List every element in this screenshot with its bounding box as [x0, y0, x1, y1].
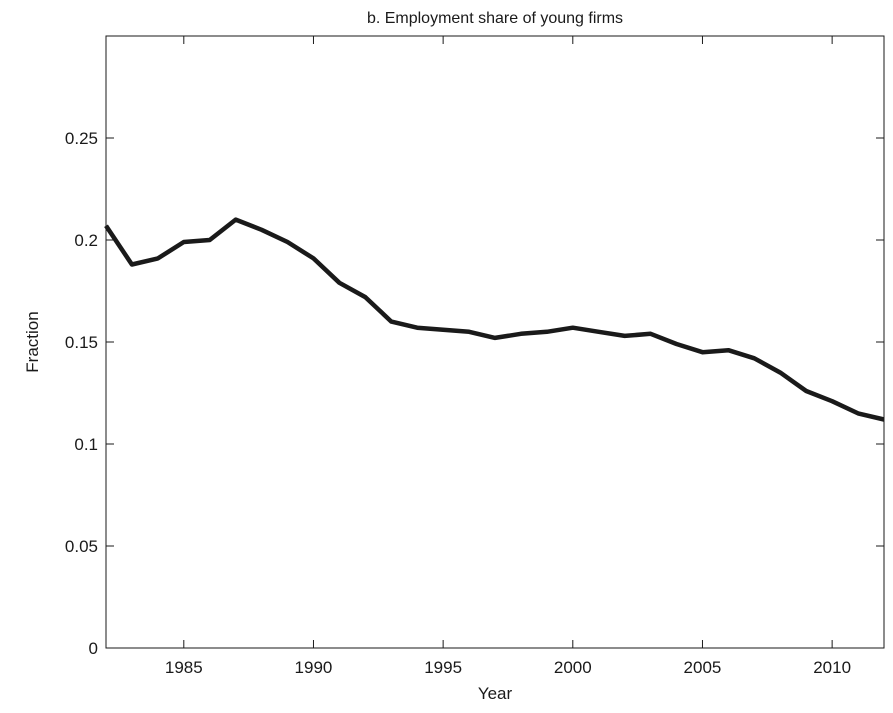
plot-frame	[105, 35, 885, 649]
x-tick-label: 2005	[684, 658, 722, 677]
y-tick-label: 0.2	[74, 231, 98, 250]
x-tick-label: 1990	[295, 658, 333, 677]
chart-title: b. Employment share of young firms	[367, 10, 623, 27]
y-tick-label: 0.15	[65, 333, 98, 352]
x-tick-label: 1995	[424, 658, 462, 677]
x-tick-label: 1985	[165, 658, 203, 677]
y-tick-label: 0	[89, 639, 98, 658]
y-tick-label: 0.1	[74, 435, 98, 454]
y-axis-title: Fraction	[23, 311, 42, 372]
y-tick-label: 0.05	[65, 537, 98, 556]
y-axis: 0 0.05 0.1 0.15 0.2 0.25	[65, 129, 884, 658]
x-tick-label: 2000	[554, 658, 592, 677]
series-layer	[104, 217, 885, 422]
x-axis: 1985 1990 1995 2000 2005 2010	[165, 36, 851, 677]
y-tick-label: 0.25	[65, 129, 98, 148]
series-line	[104, 217, 885, 422]
x-axis-title: Year	[478, 684, 513, 703]
x-tick-label: 2010	[813, 658, 851, 677]
